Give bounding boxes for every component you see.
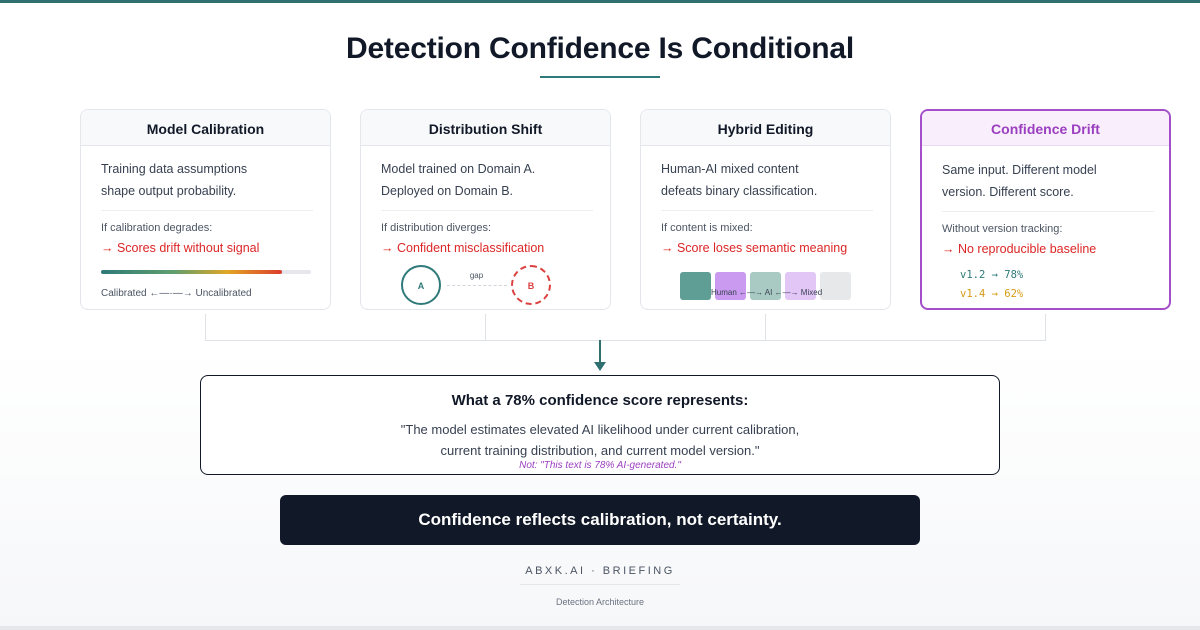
down-arrow-icon [594, 362, 606, 371]
card-distribution-shift: Distribution Shift Model trained on Doma… [360, 109, 611, 310]
card-confidence-drift: Confidence Drift Same input. Different m… [920, 109, 1171, 310]
card-description-line: Training data assumptions [101, 162, 248, 176]
card-consequence: → Score loses semantic meaning [661, 241, 848, 255]
card-heading: Distribution Shift [361, 110, 610, 146]
page-title: Detection Confidence Is Conditional [345, 32, 855, 65]
card-hybrid-editing: Hybrid Editing Human-AI mixed content de… [640, 109, 891, 310]
card-description-line: version. Different score. [942, 185, 1074, 199]
card-description-line: shape output probability. [101, 184, 237, 198]
connector-line [485, 314, 486, 340]
mixed-purple-swatch [785, 272, 816, 300]
bottom-bar [0, 626, 1200, 630]
summary-quote: "The model estimates elevated AI likelih… [201, 419, 999, 461]
card-description: Human-AI mixed content defeats binary cl… [661, 158, 876, 212]
neutral-swatch [820, 272, 851, 300]
connector-line [1045, 314, 1046, 340]
brand-label: ABXK.AI · BRIEFING [525, 565, 675, 577]
title-underline [540, 76, 660, 78]
card-description-line: Deployed on Domain B. [381, 184, 514, 198]
conclusion-banner: Confidence reflects calibration, not cer… [280, 495, 920, 545]
calibration-scale-caption: Calibrated ←—·—→ Uncalibrated [101, 288, 252, 299]
card-divider [942, 211, 1154, 212]
card-consequence: → Confident misclassification [381, 241, 545, 255]
summary-note: Not: "This text is 78% AI-generated." [519, 460, 681, 471]
connector-line [765, 314, 766, 340]
card-description: Model trained on Domain A. Deployed on D… [381, 158, 596, 212]
card-heading: Model Calibration [81, 110, 330, 146]
card-divider [101, 210, 313, 211]
card-model-calibration: Model Calibration Training data assumpti… [80, 109, 331, 310]
card-condition: Without version tracking: [942, 223, 1063, 235]
card-description-line: Model trained on Domain A. [381, 162, 536, 176]
down-arrow-shaft [599, 340, 601, 364]
card-consequence: → No reproducible baseline [942, 242, 1097, 256]
human-swatch [680, 272, 711, 300]
connector-line [205, 314, 206, 340]
calibration-gradient-bar [101, 270, 311, 274]
domain-gap-line [447, 285, 507, 286]
summary-title: What a 78% confidence score represents: [451, 392, 749, 409]
card-consequence: → Scores drift without signal [101, 241, 260, 255]
summary-quote-line: "The model estimates elevated AI likelih… [400, 422, 800, 437]
card-description: Same input. Different model version. Dif… [942, 159, 1157, 213]
top-accent-bar [0, 0, 1200, 3]
card-description-line: Same input. Different model [942, 163, 1097, 177]
card-description-line: defeats binary classification. [661, 184, 818, 198]
ai-swatch [715, 272, 746, 300]
domain-gap-label: gap [469, 271, 484, 280]
card-condition: If calibration degrades: [101, 222, 213, 234]
summary-quote-line: current training distribution, and curre… [440, 443, 760, 458]
card-heading: Confidence Drift [922, 111, 1169, 146]
calibration-gradient-fill [101, 270, 282, 274]
card-divider [381, 210, 593, 211]
footer-caption: Detection Architecture [555, 597, 645, 607]
card-description-line: Human-AI mixed content [661, 162, 799, 176]
version-score-1: v1.2 → 78% [960, 269, 1024, 281]
mixed-teal-swatch [750, 272, 781, 300]
card-description: Training data assumptions shape output p… [101, 158, 316, 212]
brand-divider [520, 584, 680, 585]
mix-scale-caption: Human ←—→ AI ←—→ Mixed [711, 288, 823, 297]
card-condition: If content is mixed: [661, 222, 753, 234]
card-divider [661, 210, 873, 211]
connector-bus [205, 340, 1046, 341]
version-score-2: v1.4 → 62% [960, 288, 1024, 300]
card-heading: Hybrid Editing [641, 110, 890, 146]
card-condition: If distribution diverges: [381, 222, 492, 234]
domain-b-circle: B [511, 265, 551, 305]
summary-box: What a 78% confidence score represents: … [200, 375, 1000, 475]
domain-a-circle: A [401, 265, 441, 305]
